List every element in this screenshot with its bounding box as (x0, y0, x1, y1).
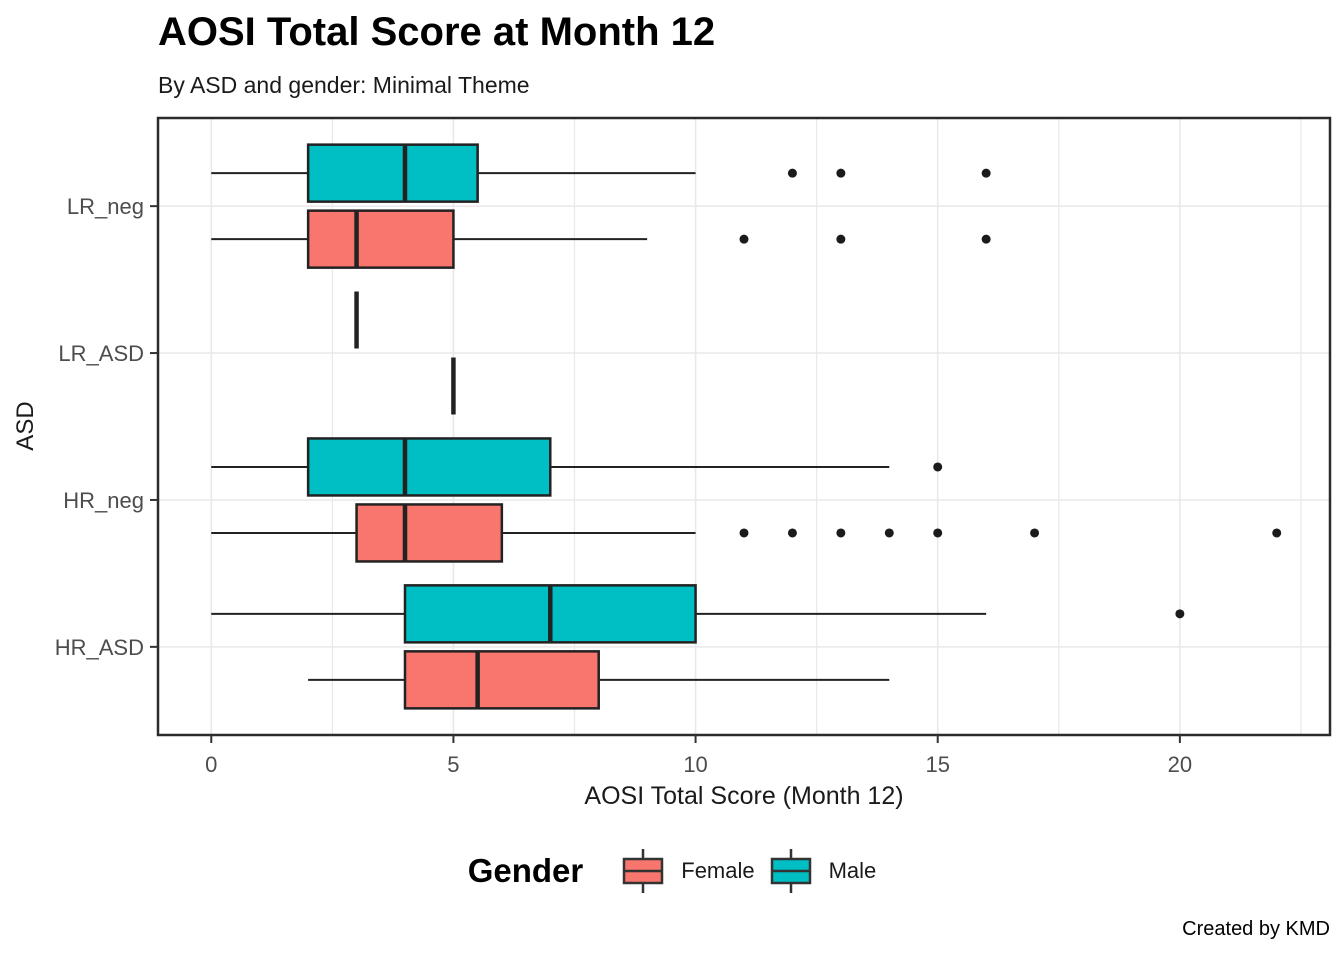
boxplot-box-male-HR_neg (306, 437, 552, 497)
legend-label: Male (828, 858, 877, 883)
outlier-point (739, 234, 749, 244)
legend: Gender Female Male (0, 838, 1344, 904)
outlier-point (933, 528, 943, 538)
legend-item-male: Male (767, 846, 877, 896)
outlier-point (836, 528, 846, 538)
boxplot-box-male-LR_neg (306, 143, 479, 203)
outlier-point (933, 462, 943, 472)
legend-items: Female Male (607, 846, 876, 896)
boxplot-panel: 0 5 10 15 20 LR_neg LR_ASD HR_neg HR_ASD (55, 116, 1332, 777)
outlier-point (836, 168, 846, 178)
outlier-point (787, 168, 797, 178)
y-tick-label-HR_ASD: HR_ASD (55, 635, 144, 660)
outlier-point (1272, 528, 1282, 538)
chart-caption: Created by KMD (1182, 918, 1330, 940)
outlier-point (1175, 609, 1185, 619)
x-tick-label: 0 (205, 752, 217, 777)
legend-label: Female (681, 858, 755, 883)
outlier-point (1030, 528, 1040, 538)
panel-border (156, 116, 1332, 737)
legend-title: Gender (467, 852, 584, 889)
outlier-point (981, 168, 991, 178)
chart-title: AOSI Total Score at Month 12 (158, 10, 716, 54)
x-axis-title: AOSI Total Score (Month 12) (584, 782, 904, 810)
outlier-point (787, 528, 797, 538)
boxplot-box-female-LR_neg (306, 209, 455, 269)
chart-subtitle: By ASD and gender: Minimal Theme (158, 72, 530, 98)
x-tick-label: 5 (447, 752, 459, 777)
outlier-point (739, 528, 749, 538)
x-tick-label: 15 (925, 752, 949, 777)
outlier-point (836, 234, 846, 244)
y-axis-title: ASD (12, 401, 39, 451)
legend-key-female-icon (623, 849, 664, 893)
y-tick-label-LR_neg: LR_neg (67, 194, 144, 219)
x-tick-label: 20 (1168, 752, 1192, 777)
legend-key-male-icon (770, 849, 811, 893)
outlier-point (981, 234, 991, 244)
x-tick-label: 10 (683, 752, 707, 777)
y-tick-label-HR_neg: HR_neg (63, 488, 144, 513)
legend-item-female: Female (619, 846, 755, 896)
outlier-point (884, 528, 894, 538)
boxplot-box-female-HR_neg (355, 503, 504, 563)
y-tick-label-LR_ASD: LR_ASD (58, 341, 144, 366)
boxplot-box-female-HR_ASD (403, 650, 600, 710)
